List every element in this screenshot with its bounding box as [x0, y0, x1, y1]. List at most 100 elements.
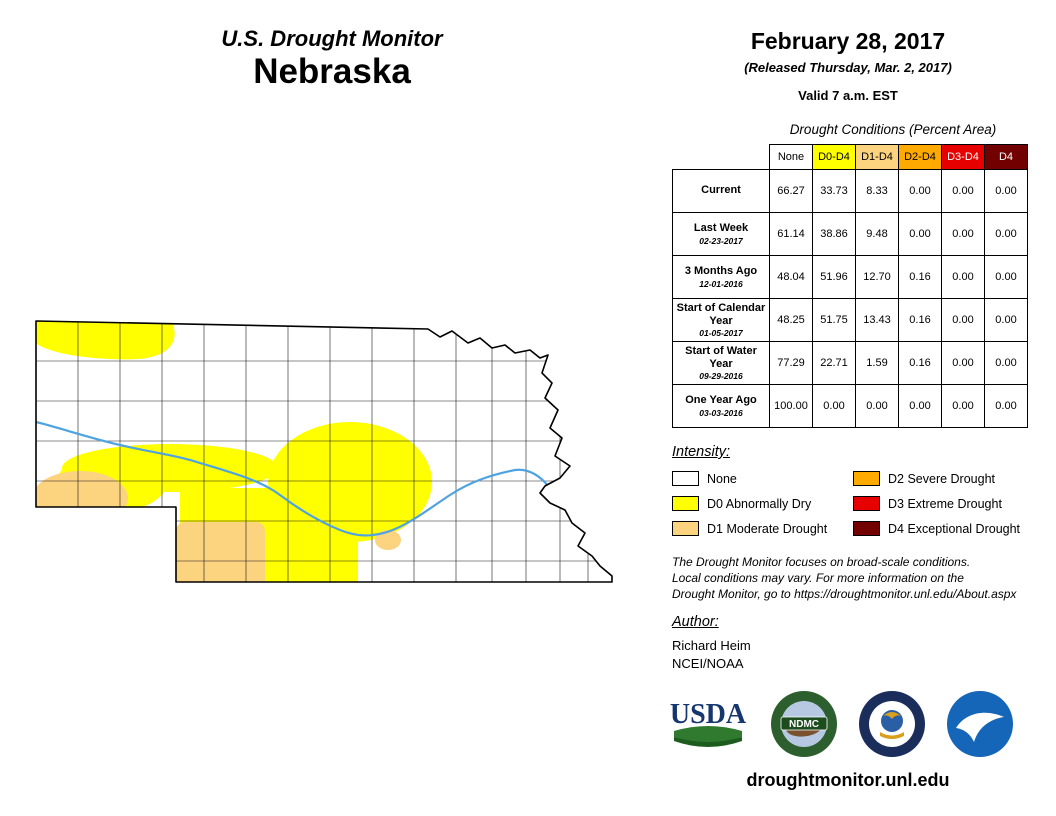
percent-value: 0.00	[984, 341, 1028, 385]
table-row-one-year-ago: One Year Ago 03-03-2016 100.00 0.00 0.00…	[672, 384, 1028, 428]
svg-text:USDA: USDA	[670, 699, 747, 730]
author-organization: NCEI/NOAA	[672, 656, 744, 671]
percent-value: 0.00	[898, 169, 942, 213]
legend-item-d0: D0 Abnormally Dry	[672, 491, 853, 516]
percent-value: 0.16	[898, 341, 942, 385]
author-heading: Author:	[672, 614, 719, 630]
percent-value: 0.00	[898, 384, 942, 428]
percent-value: 48.25	[769, 298, 813, 342]
legend-swatch-d3	[853, 496, 880, 511]
percent-value: 38.86	[812, 212, 856, 256]
report-date: February 28, 2017	[750, 28, 946, 54]
legend-swatch-d1	[672, 521, 699, 536]
percent-value: 0.00	[984, 298, 1028, 342]
legend-label: D2 Severe Drought	[888, 471, 996, 486]
legend-swatch-none	[672, 471, 699, 486]
row-label-date: 02-23-2017	[699, 235, 743, 246]
table-header-row: None D0-D4 D1-D4 D2-D4 D3-D4 D4	[673, 144, 1028, 170]
column-header-d4: D4	[984, 144, 1028, 170]
row-label-text: One Year Ago	[685, 394, 757, 407]
usda-logo: USDA	[670, 699, 747, 747]
table-row-last-week: Last Week 02-23-2017 61.14 38.86 9.48 0.…	[672, 212, 1028, 256]
percent-value: 0.00	[984, 212, 1028, 256]
row-label: Start of Water Year 09-29-2016	[672, 341, 770, 385]
legend-heading: Intensity:	[672, 444, 731, 460]
legend-label: D3 Extreme Drought	[888, 496, 1002, 511]
row-label: One Year Ago 03-03-2016	[672, 384, 770, 428]
row-label-text: Current	[701, 184, 741, 197]
valid-time: Valid 7 a.m. EST	[798, 88, 898, 103]
percent-value: 0.00	[941, 169, 985, 213]
table-row-start-water-year: Start of Water Year 09-29-2016 77.29 22.…	[672, 341, 1028, 385]
percent-value: 0.00	[941, 341, 985, 385]
percent-value: 0.00	[941, 255, 985, 299]
column-header-d2-d4: D2-D4	[898, 144, 942, 170]
legend-item-none: None	[672, 466, 853, 491]
percent-value: 51.96	[812, 255, 856, 299]
intensity-legend: None D0 Abnormally Dry D1 Moderate Droug…	[672, 466, 1020, 541]
row-label: Last Week 02-23-2017	[672, 212, 770, 256]
percent-value: 0.00	[941, 298, 985, 342]
ndmc-logo: NDMC	[771, 691, 837, 757]
percent-value: 0.00	[855, 384, 899, 428]
row-label: 3 Months Ago 12-01-2016	[672, 255, 770, 299]
noaa-logo	[947, 691, 1013, 757]
row-label-date: 09-29-2016	[699, 371, 743, 382]
drought-conditions-table: None D0-D4 D1-D4 D2-D4 D3-D4 D4 Current …	[672, 144, 1028, 428]
svg-text:NDMC: NDMC	[789, 719, 819, 730]
state-name: Nebraska	[253, 52, 411, 91]
disclaimer-line: The Drought Monitor focuses on broad-sca…	[672, 555, 971, 569]
column-header-d3-d4: D3-D4	[941, 144, 985, 170]
legend-label: D1 Moderate Drought	[707, 521, 828, 536]
percent-value: 0.00	[984, 255, 1028, 299]
percent-value: 33.73	[812, 169, 856, 213]
legend-item-d4: D4 Exceptional Drought	[853, 516, 1020, 541]
disclaimer-line: Local conditions may vary. For more info…	[672, 571, 964, 586]
nebraska-drought-map	[35, 320, 613, 583]
commerce-logo	[859, 691, 925, 757]
release-date: (Released Thursday, Mar. 2, 2017)	[744, 60, 952, 75]
row-label-date: 01-05-2017	[699, 328, 743, 339]
legend-item-d3: D3 Extreme Drought	[853, 491, 1020, 516]
percent-value: 8.33	[855, 169, 899, 213]
disclaimer-line: Drought Monitor, go to https://droughtmo…	[672, 587, 1017, 602]
column-header-none: None	[769, 144, 813, 170]
row-label-date: 12-01-2016	[699, 278, 743, 289]
percent-value: 0.00	[941, 212, 985, 256]
percent-value: 0.00	[984, 169, 1028, 213]
percent-value: 0.00	[984, 384, 1028, 428]
table-row-current: Current 66.27 33.73 8.33 0.00 0.00 0.00	[672, 169, 1028, 213]
legend-label: D0 Abnormally Dry	[707, 496, 812, 511]
legend-item-d2: D2 Severe Drought	[853, 466, 1020, 491]
percent-value: 0.16	[898, 298, 942, 342]
percent-value: 22.71	[812, 341, 856, 385]
column-header-d1-d4: D1-D4	[855, 144, 899, 170]
percent-value: 77.29	[769, 341, 813, 385]
percent-value: 100.00	[769, 384, 813, 428]
table-row-start-calendar-year: Start of Calendar Year 01-05-2017 48.25 …	[672, 298, 1028, 342]
disclaimer: The Drought Monitor focuses on broad-sca…	[672, 554, 1016, 603]
footer-url: droughtmonitor.unl.edu	[746, 770, 950, 790]
percent-value: 0.00	[898, 212, 942, 256]
percent-value: 13.43	[855, 298, 899, 342]
percent-value: 12.70	[855, 255, 899, 299]
row-label-text: 3 Months Ago	[684, 265, 758, 278]
row-label: Start of Calendar Year 01-05-2017	[672, 298, 770, 342]
legend-label: None	[707, 471, 737, 486]
column-header-d0-d4: D0-D4	[812, 144, 856, 170]
percent-value: 1.59	[855, 341, 899, 385]
table-caption: Drought Conditions (Percent Area)	[789, 122, 997, 137]
percent-value: 66.27	[769, 169, 813, 213]
row-label-text: Start of Water Year	[685, 344, 757, 370]
report-title: U.S. Drought Monitor	[221, 26, 443, 51]
table-row-3-months-ago: 3 Months Ago 12-01-2016 48.04 51.96 12.7…	[672, 255, 1028, 299]
percent-value: 51.75	[812, 298, 856, 342]
table-corner-cell	[673, 145, 770, 170]
logo-row: USDA NDMC	[664, 688, 1016, 760]
row-label: Current	[672, 169, 770, 213]
row-label-text: Last Week	[693, 222, 749, 235]
legend-swatch-d2	[853, 471, 880, 486]
row-label-text: Start of Calendar Year	[676, 301, 766, 327]
river-path	[36, 420, 550, 537]
